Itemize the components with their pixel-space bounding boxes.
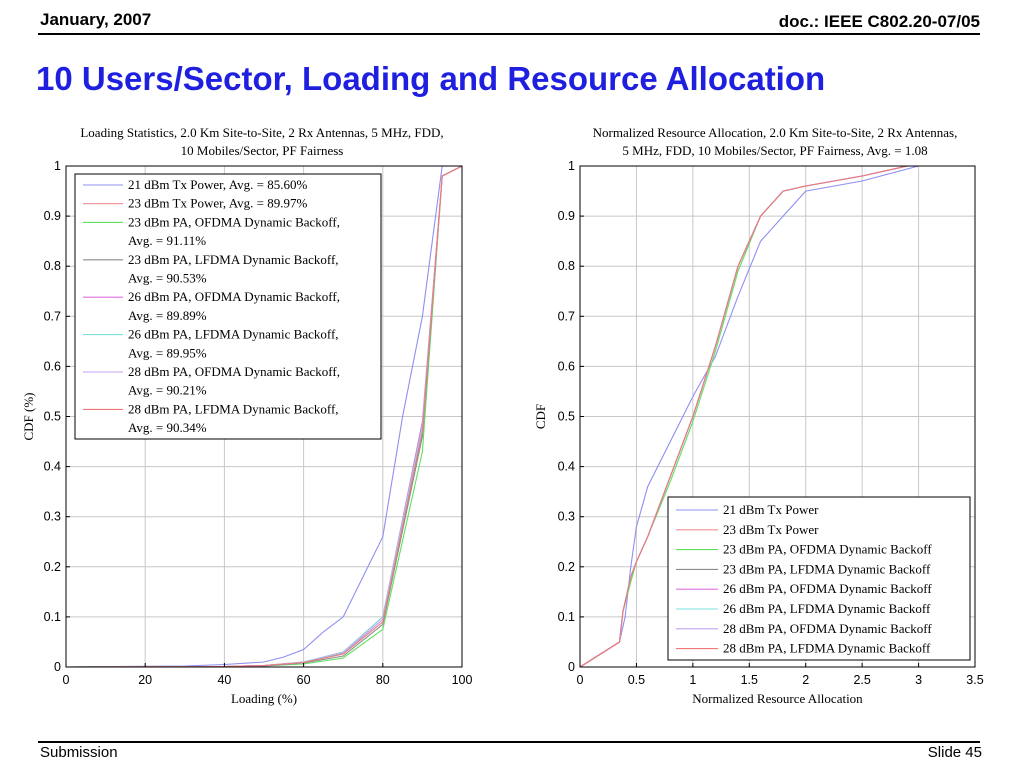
legend-label: 23 dBm Tx Power, Avg. = 89.97% <box>128 196 307 211</box>
y-tick-label: 0 <box>54 660 61 674</box>
x-tick-label: 40 <box>217 673 231 687</box>
y-tick-label: 0.3 <box>44 510 61 524</box>
chart-title-line: Loading Statistics, 2.0 Km Site-to-Site,… <box>80 125 443 140</box>
y-tick-label: 0.4 <box>558 460 575 474</box>
legend-label: 26 dBm PA, OFDMA Dynamic Backoff <box>723 581 932 596</box>
x-tick-label: 0 <box>63 673 70 687</box>
legend-label: 26 dBm PA, LFDMA Dynamic Backoff, <box>128 327 339 342</box>
y-tick-label: 1 <box>568 159 575 173</box>
legend-label: 21 dBm Tx Power, Avg. = 85.60% <box>128 177 307 192</box>
y-tick-label: 0.5 <box>44 410 61 424</box>
x-tick-label: 0 <box>577 673 584 687</box>
chart-title-line: Normalized Resource Allocation, 2.0 Km S… <box>593 125 958 140</box>
y-tick-label: 0.2 <box>44 560 61 574</box>
x-tick-label: 3.5 <box>966 673 983 687</box>
legend-label: 23 dBm PA, OFDMA Dynamic Backoff <box>723 542 932 557</box>
legend-label: Avg. = 90.21% <box>128 383 207 398</box>
legend-label: 28 dBm PA, LFDMA Dynamic Backoff, <box>128 401 339 416</box>
series-line-1 <box>65 165 462 668</box>
x-tick-label: 3 <box>915 673 922 687</box>
x-axis-label: Loading (%) <box>231 691 297 706</box>
y-tick-label: 0.4 <box>44 460 61 474</box>
y-tick-label: 0.1 <box>44 610 61 624</box>
legend-label: 23 dBm PA, OFDMA Dynamic Backoff, <box>128 214 340 229</box>
header-doc-id: doc.: IEEE C802.20-07/05 <box>778 12 980 31</box>
y-tick-label: 0.7 <box>44 309 61 323</box>
y-tick-label: 0.6 <box>558 359 575 373</box>
legend-label: 23 dBm Tx Power <box>723 522 819 537</box>
y-tick-label: 0 <box>568 660 575 674</box>
y-axis-label: CDF <box>533 404 548 429</box>
y-tick-label: 0.9 <box>558 209 575 223</box>
legend-label: 23 dBm PA, LFDMA Dynamic Backoff, <box>128 252 339 267</box>
x-tick-label: 1.5 <box>741 673 758 687</box>
y-tick-label: 0.2 <box>558 560 575 574</box>
y-tick-label: 1 <box>54 159 61 173</box>
slide-title: 10 Users/Sector, Loading and Resource Al… <box>36 60 826 97</box>
legend-label: Avg. = 90.34% <box>128 420 207 435</box>
y-axis-label: CDF (%) <box>21 392 36 440</box>
footer-slide-number: Slide 45 <box>927 744 982 761</box>
y-tick-label: 0.8 <box>558 259 575 273</box>
x-tick-label: 60 <box>297 673 311 687</box>
y-tick-label: 0.9 <box>44 209 61 223</box>
footer-submission: Submission <box>40 744 118 761</box>
footer-rule <box>38 741 980 743</box>
chart-title-line: 10 Mobiles/Sector, PF Fairness <box>181 143 344 158</box>
legend-box <box>74 173 382 440</box>
legend-label: 23 dBm PA, LFDMA Dynamic Backoff <box>723 561 931 576</box>
y-tick-label: 0.6 <box>44 359 61 373</box>
y-tick-label: 0.8 <box>44 259 61 273</box>
legend-label: Avg. = 89.89% <box>128 308 207 323</box>
legend-label: 26 dBm PA, LFDMA Dynamic Backoff <box>723 601 931 616</box>
x-tick-label: 1 <box>689 673 696 687</box>
y-tick-label: 0.7 <box>558 309 575 323</box>
legend-label: 21 dBm Tx Power <box>723 502 819 517</box>
series-line-8 <box>579 165 908 668</box>
y-tick-label: 0.3 <box>558 510 575 524</box>
header-date: January, 2007 <box>40 10 152 29</box>
legend-box <box>667 496 971 661</box>
x-tick-label: 80 <box>376 673 390 687</box>
y-tick-label: 0.1 <box>558 610 575 624</box>
legend-label: 28 dBm PA, LFDMA Dynamic Backoff <box>723 641 931 656</box>
legend-label: 26 dBm PA, OFDMA Dynamic Backoff, <box>128 289 340 304</box>
x-tick-label: 20 <box>138 673 152 687</box>
legend-label: 28 dBm PA, OFDMA Dynamic Backoff <box>723 621 932 636</box>
legend-label: Avg. = 91.11% <box>128 233 206 248</box>
x-tick-label: 2.5 <box>853 673 870 687</box>
chart-title-line: 5 MHz, FDD, 10 Mobiles/Sector, PF Fairne… <box>622 143 927 158</box>
legend-label: Avg. = 90.53% <box>128 271 207 286</box>
y-tick-label: 0.5 <box>558 410 575 424</box>
x-axis-label: Normalized Resource Allocation <box>692 691 863 706</box>
legend-label: 28 dBm PA, OFDMA Dynamic Backoff, <box>128 364 340 379</box>
legend-label: Avg. = 89.95% <box>128 345 207 360</box>
x-tick-label: 0.5 <box>628 673 645 687</box>
x-tick-label: 2 <box>802 673 809 687</box>
series-line-8 <box>65 165 463 668</box>
x-tick-label: 100 <box>452 673 473 687</box>
header-rule <box>38 33 980 35</box>
